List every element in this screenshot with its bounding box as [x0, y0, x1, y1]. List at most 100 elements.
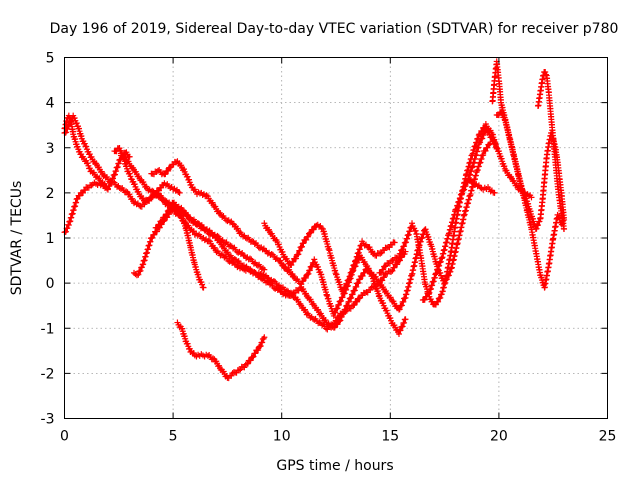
data-point — [462, 182, 469, 189]
data-point — [353, 283, 360, 290]
data-point — [412, 227, 419, 234]
data-point — [126, 170, 133, 177]
data-point — [252, 350, 259, 357]
data-point — [378, 269, 385, 276]
data-point — [258, 265, 265, 272]
x-axis-label: GPS time / hours — [276, 458, 393, 474]
data-point — [349, 291, 356, 298]
data-point — [394, 261, 401, 268]
x-axis-tick-labels: 0 5 10 15 20 25 — [60, 429, 616, 445]
data-point — [332, 309, 339, 316]
data-point — [341, 290, 348, 297]
data-point — [398, 302, 405, 309]
data-point — [383, 244, 390, 251]
data-point — [283, 291, 290, 298]
data-point — [262, 247, 269, 254]
data-point — [204, 352, 211, 359]
data-point — [257, 342, 264, 349]
data-point — [342, 306, 349, 313]
data-point — [318, 225, 325, 232]
data-point — [337, 317, 344, 324]
data-point — [188, 181, 195, 188]
grid — [64, 57, 608, 419]
data-point — [438, 291, 445, 298]
data-point — [145, 197, 152, 204]
data-point — [186, 176, 193, 183]
data-point — [338, 297, 345, 304]
data-point — [362, 290, 369, 297]
data-point — [461, 186, 468, 193]
data-point — [249, 238, 256, 245]
data-point — [244, 265, 251, 272]
data-point — [197, 222, 204, 229]
data-point — [336, 318, 343, 325]
data-point — [135, 271, 142, 278]
series-track-k — [278, 252, 409, 337]
data-point — [194, 219, 201, 226]
data-point — [227, 219, 234, 226]
data-point — [249, 354, 256, 361]
series-track-f — [117, 148, 268, 273]
data-point — [396, 306, 403, 313]
data-point — [156, 221, 163, 228]
data-point — [298, 243, 305, 250]
data-point — [397, 250, 404, 257]
data-point — [330, 312, 337, 319]
series-track-q — [463, 127, 535, 201]
data-point — [290, 290, 297, 297]
data-point — [397, 327, 404, 334]
data-point — [242, 264, 249, 271]
data-point — [290, 258, 297, 265]
data-point — [377, 250, 384, 257]
data-point — [226, 253, 233, 260]
data-point — [198, 278, 205, 285]
data-point — [335, 301, 342, 308]
data-point — [402, 316, 409, 323]
data-point — [184, 173, 191, 180]
data-point — [219, 213, 226, 220]
data-point — [491, 189, 498, 196]
data-point — [158, 218, 165, 225]
data-point — [88, 182, 95, 189]
data-point — [339, 294, 346, 301]
data-point — [355, 295, 362, 302]
data-point — [227, 242, 234, 249]
data-point — [324, 321, 331, 328]
data-point — [275, 241, 282, 248]
data-point — [254, 262, 261, 269]
data-point — [474, 183, 481, 190]
data-point — [437, 294, 444, 301]
data-point — [307, 229, 314, 236]
data-point — [281, 265, 288, 272]
data-point — [231, 256, 238, 263]
data-point — [316, 223, 323, 230]
data-point — [62, 129, 69, 136]
data-point — [73, 120, 80, 127]
x-tick-label: 15 — [381, 429, 399, 445]
data-point — [382, 263, 389, 270]
data-point — [274, 287, 281, 294]
series-track-l — [376, 120, 500, 308]
data-point — [409, 220, 416, 227]
data-point — [387, 315, 394, 322]
data-point — [126, 153, 133, 160]
data-point — [234, 259, 241, 266]
data-point — [218, 251, 225, 258]
data-point — [401, 319, 408, 326]
data-point — [165, 167, 172, 174]
data-point — [305, 270, 312, 277]
data-point — [251, 241, 258, 248]
data-point — [259, 276, 266, 283]
data-point — [399, 246, 406, 253]
data-point — [338, 313, 345, 320]
data-point — [240, 252, 247, 259]
data-point — [259, 246, 266, 253]
data-point — [236, 367, 243, 374]
data-point — [487, 188, 494, 195]
data-point — [520, 188, 527, 195]
data-point — [351, 301, 358, 308]
data-point — [542, 71, 549, 78]
data-point — [133, 201, 140, 208]
y-axis-tick-labels: -3 -2 -1 0 1 2 3 4 5 — [41, 51, 55, 428]
data-point — [298, 281, 305, 288]
